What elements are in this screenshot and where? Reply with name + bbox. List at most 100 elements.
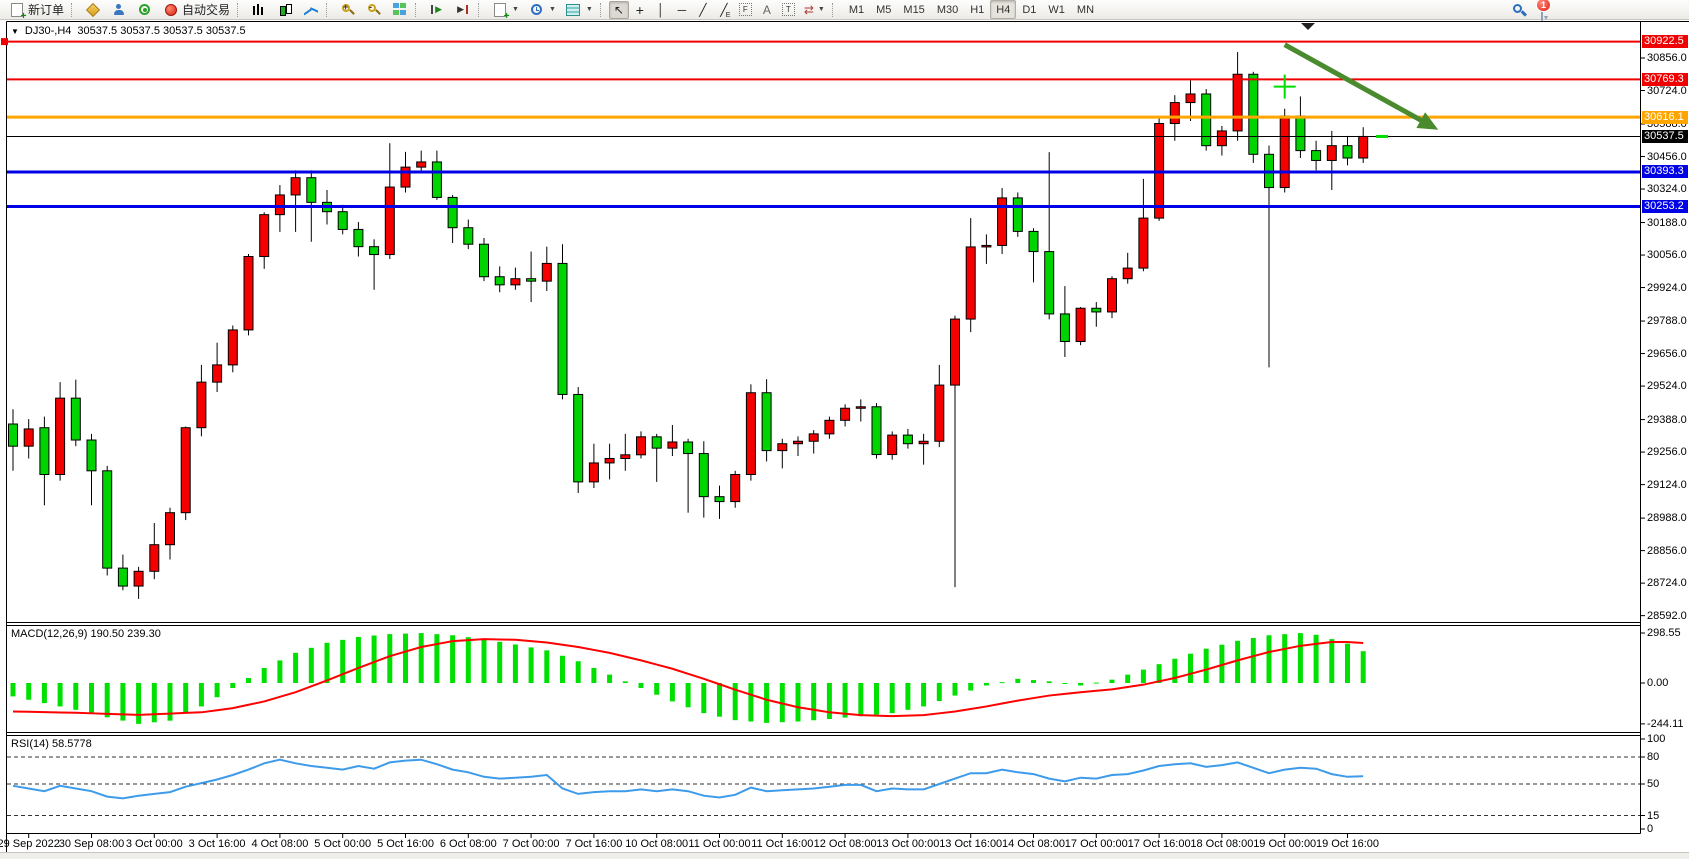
macd-histogram-bar — [214, 683, 220, 698]
crosshair-tool-button[interactable]: + — [630, 1, 650, 19]
toolbar-separator — [478, 2, 483, 17]
price-tick-label: 29788.0 — [1647, 315, 1687, 328]
timeframe-button-m30[interactable]: M30 — [936, 3, 959, 16]
text-icon: A — [762, 2, 771, 17]
macd-histogram-bar — [355, 636, 361, 683]
autotrading-icon — [162, 2, 179, 18]
price-level-badge: 30922.5 — [1642, 35, 1688, 49]
terminal-button[interactable] — [106, 1, 131, 19]
timeframe-button-w1[interactable]: W1 — [1048, 3, 1065, 16]
arrows-icon: ⇄ — [803, 2, 814, 17]
macd-histogram-bar — [1172, 658, 1178, 683]
price-tick-label: 29524.0 — [1647, 380, 1687, 393]
rsi-indicator-label: RSI(14) 58.5778 — [11, 738, 92, 750]
macd-histogram-bar — [983, 683, 989, 686]
horizontal-line-tool-button[interactable]: ─ — [672, 1, 692, 19]
price-tick-label: 29656.0 — [1647, 347, 1687, 360]
price-tick-label: 28988.0 — [1647, 512, 1687, 525]
macd-histogram-bar — [685, 683, 691, 708]
periods-dropdown[interactable]: ▼ — [524, 1, 560, 19]
macd-histogram-bar — [434, 634, 440, 683]
new-chart-dropdown[interactable]: ▼ — [487, 1, 523, 22]
zoom-in-button[interactable]: + — [335, 1, 360, 19]
chart-shift-button[interactable]: ▶ — [450, 1, 475, 19]
macd-tick-label: 298.55 — [1647, 627, 1681, 639]
toolbar-separator — [71, 2, 76, 17]
auto-scroll-icon: ▶ — [428, 2, 445, 18]
timeframe-button-m1[interactable]: M1 — [848, 3, 865, 16]
macd-histogram-bar — [607, 674, 613, 683]
price-level-badge: 30393.3 — [1642, 165, 1688, 179]
macd-histogram-bar — [198, 683, 204, 707]
zoom-out-button[interactable]: - — [361, 1, 386, 19]
trendline-tool-button[interactable]: ╱ — [693, 1, 713, 19]
signals-button[interactable] — [132, 1, 157, 19]
price-tick-label: 28592.0 — [1647, 609, 1687, 622]
bar-chart-button[interactable] — [246, 1, 271, 19]
new-order-button[interactable]: 新订单 — [4, 1, 68, 22]
time-tick-label: 4 Oct 08:00 — [251, 838, 309, 850]
timeframe-button-mn[interactable]: MN — [1076, 3, 1095, 16]
notifications-button[interactable]: 1 — [1536, 0, 1551, 21]
arrows-tool-dropdown[interactable]: ⇄ ▼ — [800, 1, 829, 19]
zoom-in-icon: + — [339, 2, 356, 18]
level-handle — [1, 38, 8, 46]
macd-histogram-bar — [622, 681, 628, 683]
macd-histogram-bar — [167, 683, 173, 721]
toolbar-separator — [415, 2, 420, 17]
timeframe-button-m5[interactable]: M5 — [876, 3, 892, 16]
autotrading-button[interactable]: 自动交易 — [158, 1, 234, 19]
macd-histogram-bar — [183, 683, 189, 714]
macd-histogram-bar — [246, 677, 251, 683]
price-tick-label: 30856.0 — [1647, 52, 1687, 64]
price-tick-label: 29256.0 — [1647, 446, 1687, 459]
timeframe-button-h4[interactable]: H4 — [990, 0, 1017, 19]
chart-title: ▼ DJ30-,H4 30537.5 30537.5 30537.5 30537… — [11, 25, 246, 37]
macd-histogram-bar — [1062, 683, 1068, 684]
macd-histogram-bar — [418, 633, 424, 683]
time-tick-label: 3 Oct 16:00 — [188, 838, 246, 850]
macd-tick-label: -244.11 — [1647, 717, 1684, 730]
text-tool-button[interactable]: A — [757, 1, 777, 19]
macd-histogram-bar — [1109, 679, 1115, 683]
notification-badge: 1 — [1536, 0, 1551, 12]
macd-histogram-bar — [1297, 633, 1303, 683]
auto-scroll-button[interactable]: ▶ — [424, 1, 449, 19]
templates-dropdown[interactable]: ▼ — [561, 1, 597, 19]
price-level-badge: 30253.2 — [1642, 199, 1688, 213]
macd-histogram-bar — [104, 683, 110, 718]
macd-histogram-bar — [1282, 634, 1288, 683]
tile-windows-button[interactable] — [387, 1, 412, 19]
line-chart-button[interactable] — [298, 1, 323, 19]
price-tick-label: 29924.0 — [1647, 281, 1687, 294]
time-tick-label: 5 Oct 16:00 — [377, 838, 434, 850]
trend-arrow-annotation — [1283, 42, 1428, 126]
clock-icon — [528, 2, 545, 18]
macd-histogram-bar — [842, 683, 848, 718]
macd-histogram-bar — [277, 660, 283, 683]
time-tick-label: 12 Oct 08:00 — [813, 838, 877, 850]
timeframe-button-h1[interactable]: H1 — [970, 3, 985, 16]
new-order-label: 新订单 — [28, 3, 65, 17]
time-tick-label: 5 Oct 00:00 — [314, 838, 372, 850]
channel-tool-button[interactable]: ╱ E — [714, 1, 734, 19]
zoom-out-icon: - — [365, 2, 382, 18]
chart-title-caret-icon[interactable]: ▼ — [11, 26, 19, 36]
macd-histogram-bar — [936, 683, 942, 702]
macd-histogram-bar — [654, 683, 660, 695]
timeframe-button-m15[interactable]: M15 — [903, 3, 925, 16]
timeframe-button-d1[interactable]: D1 — [1022, 3, 1037, 16]
market-watch-button[interactable] — [80, 1, 105, 19]
cursor-tool-button[interactable]: ↖ — [608, 0, 629, 19]
macd-histogram-bar — [387, 634, 393, 683]
fibonacci-tool-button[interactable]: F — [735, 1, 756, 19]
macd-histogram-bar — [403, 633, 408, 683]
vertical-line-tool-button[interactable]: │ — [651, 1, 671, 19]
toolbar-separator — [237, 2, 242, 17]
label-tool-button[interactable]: T — [778, 1, 799, 19]
symbol-period-label: DJ30-,H4 — [24, 25, 72, 37]
candlestick-chart-button[interactable] — [272, 1, 297, 19]
chevron-down-icon: ▼ — [548, 6, 556, 13]
time-tick-label: 11 Oct 16:00 — [751, 838, 814, 850]
